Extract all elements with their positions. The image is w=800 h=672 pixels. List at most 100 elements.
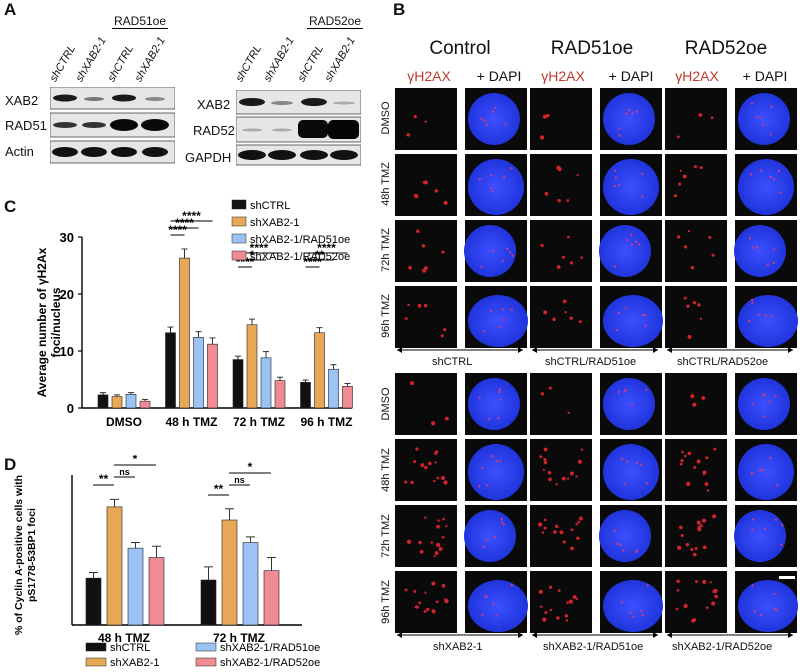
foci-dot <box>543 310 548 315</box>
foci-dot <box>627 108 631 112</box>
foci-dot <box>770 315 773 318</box>
foci-dot <box>421 244 426 248</box>
bar <box>300 382 311 409</box>
foci-dot <box>769 133 773 136</box>
foci-dot <box>493 536 497 539</box>
foci-dot <box>499 398 502 401</box>
dapi-nucleus <box>603 295 663 347</box>
foci-dot <box>575 475 578 478</box>
blot-strips-right <box>236 90 361 166</box>
foci-dot <box>502 318 505 322</box>
significance-label: * <box>250 248 255 262</box>
foci-dot <box>642 313 645 317</box>
legend-swatch <box>85 642 107 652</box>
foci-dot <box>416 229 420 233</box>
foci-dot <box>577 459 582 464</box>
bar <box>179 257 190 409</box>
foci-dot <box>676 579 680 583</box>
foci-dot <box>539 455 543 459</box>
foci-dot <box>615 329 619 332</box>
legend-label: shCTRL <box>250 200 290 212</box>
foci-dot <box>539 135 545 140</box>
dapi-nucleus <box>734 225 786 277</box>
dapi-nucleus <box>468 378 520 430</box>
foci-dot <box>437 519 440 522</box>
stain-label: γH2AX <box>541 68 585 84</box>
foci-dot <box>640 609 643 613</box>
foci-dot <box>418 540 422 545</box>
foci-dot <box>679 462 683 466</box>
foci-dot <box>569 261 574 265</box>
panel-letter-c: C <box>4 197 17 216</box>
foci-dot <box>761 468 764 472</box>
column-title: Control <box>429 38 491 59</box>
legend-swatch <box>231 216 247 227</box>
significance-label: **** <box>317 241 336 255</box>
foci-dot <box>774 394 777 397</box>
foci-dot <box>413 589 417 593</box>
foci-dot <box>772 261 775 265</box>
foci-dot <box>698 112 703 117</box>
foci-dot <box>498 460 502 463</box>
foci-dot <box>543 458 547 462</box>
legend-label: shXAB2-1/RAD52oe <box>220 657 320 669</box>
foci-dot <box>422 268 427 273</box>
stain-label: + DAPI <box>742 68 788 84</box>
foci-dot <box>635 240 638 244</box>
foci-dot <box>630 243 634 246</box>
x-tick-label: 48 h TMZ <box>98 631 150 645</box>
foci-dot <box>564 310 567 314</box>
micrograph-tile <box>665 286 727 348</box>
micrograph-tile <box>530 154 592 216</box>
foci-dot <box>543 526 547 530</box>
foci-dot <box>699 166 703 170</box>
foci-dot <box>776 484 779 487</box>
foci-dot <box>622 549 625 552</box>
foci-dot <box>510 167 513 170</box>
foci-dot <box>543 461 548 465</box>
micrograph-tile <box>395 286 457 348</box>
foci-dot <box>408 265 412 270</box>
blot-row-label: XAB2 <box>197 97 231 112</box>
foci-dot <box>438 546 443 551</box>
foci-dot <box>769 456 772 460</box>
bar <box>274 380 286 409</box>
foci-dot <box>683 245 688 249</box>
foci-dot <box>681 450 684 454</box>
micrograph-tile <box>395 88 457 150</box>
foci-dot <box>751 402 754 406</box>
blot-row-label: Actin <box>5 144 34 159</box>
foci-dot <box>712 514 717 519</box>
foci-dot <box>540 392 545 396</box>
foci-dot <box>709 581 712 584</box>
y-axis-label: Average number of γH2Ax <box>35 247 49 397</box>
foci-dot <box>548 386 552 390</box>
foci-dot <box>548 477 552 482</box>
legend-swatch <box>195 657 217 667</box>
foci-dot <box>677 545 682 550</box>
foci-dot <box>687 335 692 340</box>
y-tick-label: 0 <box>67 401 74 416</box>
foci-dot <box>623 483 626 486</box>
foci-dot <box>444 416 449 421</box>
foci-dot <box>766 263 770 266</box>
blot-row-label: XAB2 <box>5 93 39 108</box>
significance-label: ns <box>119 467 130 477</box>
dapi-nucleus <box>738 580 798 632</box>
foci-dot <box>699 524 703 528</box>
micrograph-tile <box>395 439 457 501</box>
foci-dot <box>576 536 580 540</box>
foci-dot <box>759 613 763 617</box>
foci-dot <box>580 448 584 451</box>
foci-dot <box>679 169 682 173</box>
foci-dot <box>431 609 436 614</box>
foci-dot <box>491 110 495 113</box>
foci-dot <box>559 530 564 535</box>
foci-dot <box>424 465 428 470</box>
foci-dot <box>758 469 762 472</box>
foci-dot <box>444 598 449 604</box>
column-title: RAD52oe <box>684 38 768 59</box>
foci-dot <box>690 394 695 399</box>
foci-dot <box>543 518 547 522</box>
significance-label: ns <box>234 475 245 485</box>
